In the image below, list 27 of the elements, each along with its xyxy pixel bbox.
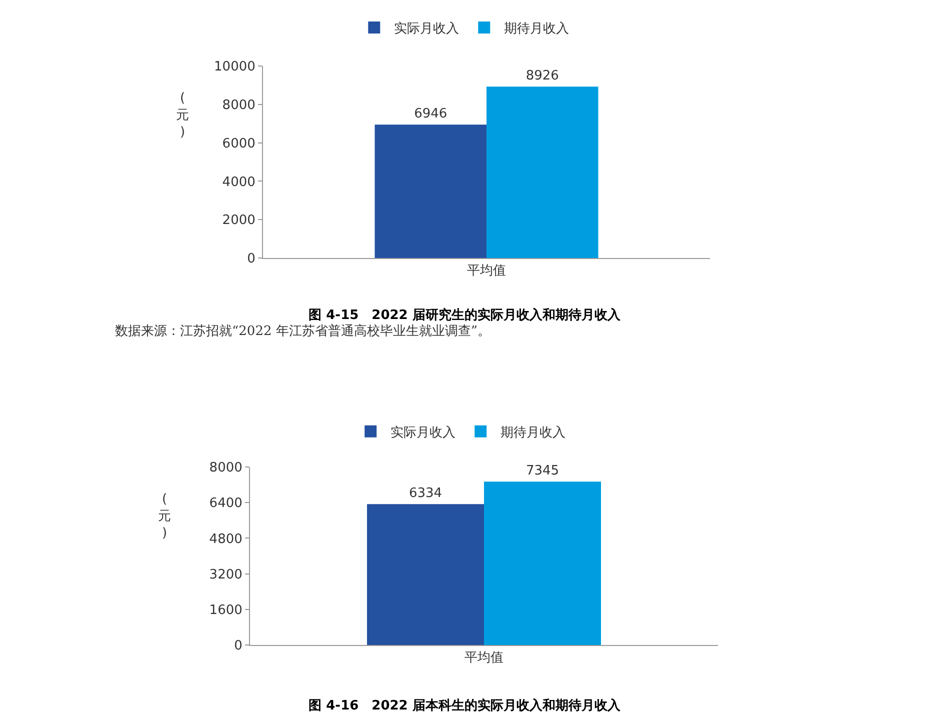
- y-tick-label: 4800: [209, 532, 242, 547]
- y-tick-label: 0: [234, 638, 242, 654]
- y-tick-label: 6000: [222, 136, 256, 152]
- data-label: 6946: [414, 106, 448, 122]
- y-tick-label: 4000: [222, 174, 256, 190]
- x-tick-label: 平均值: [467, 264, 506, 279]
- source-note: 数据来源：江苏招就“2022 年江苏省普通高校毕业生就业调查”。: [115, 323, 491, 339]
- legend-label: 期待月收入: [500, 425, 566, 440]
- y-tick-label: 8000: [222, 98, 256, 113]
- text: 图 4-15 2022 届研究生的实际月收入和期待月收入: [308, 307, 622, 324]
- y-axis-title: (元): [158, 492, 171, 541]
- y-tick-label: 1600: [209, 602, 242, 618]
- y-tick-label: 10000: [214, 60, 256, 75]
- y-tick-label: 8000: [209, 460, 242, 476]
- y-tick-label: 3200: [209, 567, 242, 582]
- legend-label: 实际月收入: [390, 425, 456, 440]
- y-tick-label: 0: [247, 252, 256, 267]
- data-label: 8926: [526, 68, 559, 84]
- legend-label: 实际月收入: [394, 22, 460, 37]
- y-tick-label: 6400: [209, 496, 242, 512]
- y-axis-title: (元): [176, 91, 189, 140]
- y-tick-label: 2000: [222, 213, 256, 228]
- data-label: 6334: [408, 486, 442, 502]
- text: 图 4-16 2022 届本科生的实际月收入和期待月收入: [308, 697, 622, 714]
- legend-label: 期待月收入: [504, 22, 570, 37]
- x-tick-label: 平均值: [464, 650, 504, 666]
- data-label: 7345: [526, 464, 560, 479]
